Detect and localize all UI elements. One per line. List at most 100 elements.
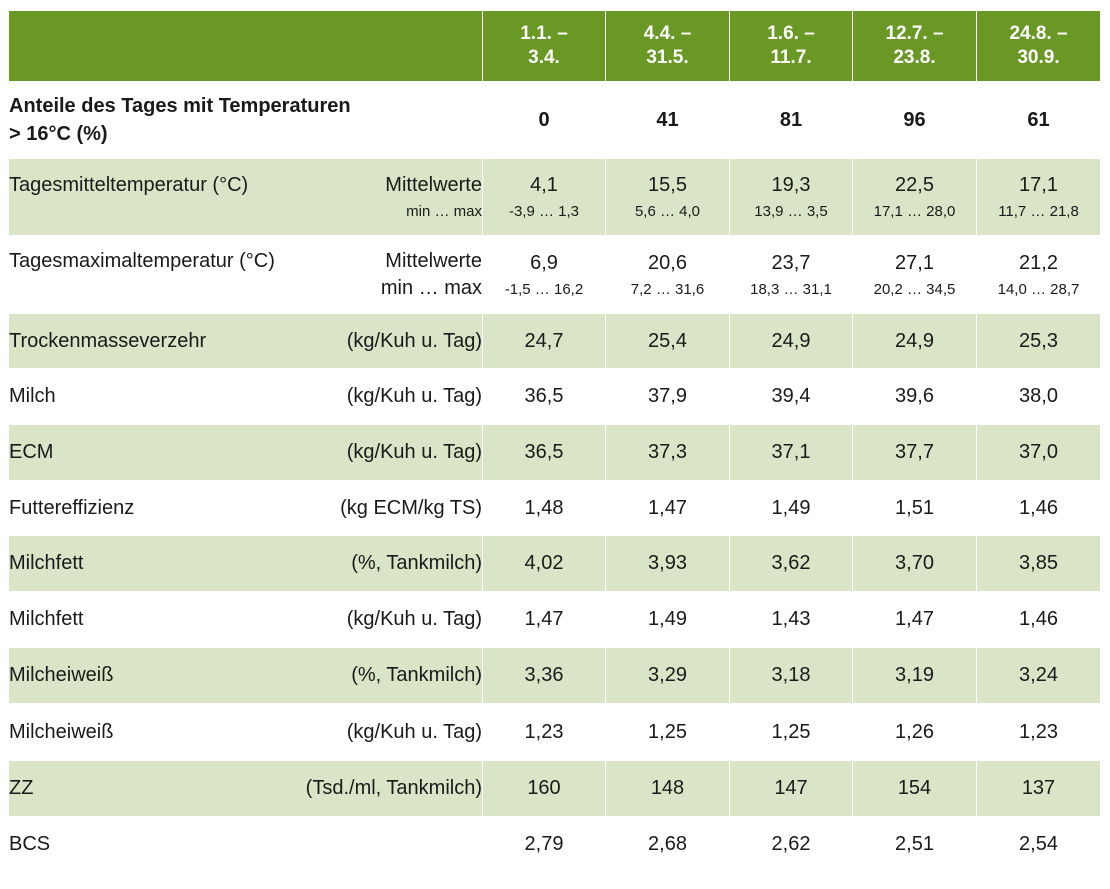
temp-max-unit2: min … max	[380, 276, 482, 299]
table-row: Futtereffizienz (kg ECM/kg TS) 1,48 1,47 1,4…	[8, 480, 1101, 536]
value-cell: 24,7	[482, 313, 606, 369]
value-cell: 1,47	[852, 591, 977, 648]
value-cell: 3,24	[976, 647, 1101, 704]
temp-max-row: Tagesmaximaltemperatur (°C) Mittelwerte …	[8, 235, 1101, 314]
temp-mean-unit2: min … max	[406, 203, 482, 220]
value-cell: 39,4	[729, 368, 853, 425]
header-row: 1.1. –3.4. 4.4. –31.5. 1.6. –11.7. 12.7.…	[8, 10, 1101, 82]
value-cell: 2,51	[852, 816, 977, 873]
value-cell: 1,23	[482, 703, 606, 761]
value-cell: 1,51	[852, 480, 977, 536]
value-cell: 1,46	[976, 480, 1101, 536]
value-cell: 137	[976, 760, 1101, 817]
value-cell: 2,68	[605, 816, 730, 873]
row-unit: (%, Tankmilch)	[351, 664, 482, 686]
row-label-cell: Milchfett (%, Tankmilch)	[8, 535, 483, 592]
value-cell: 24,9	[729, 313, 853, 369]
value-cell: 1,25	[729, 703, 853, 761]
row-unit: (Tsd./ml, Tankmilch)	[305, 777, 482, 799]
row-label-cell: Milch (kg/Kuh u. Tag)	[8, 368, 483, 425]
period-header: 4.4. –31.5.	[605, 10, 730, 82]
value-cell: 25,3	[976, 313, 1101, 369]
row-label: ZZ	[9, 777, 34, 799]
row-label-cell: Milcheiweiß (kg/Kuh u. Tag)	[8, 703, 483, 761]
row-unit: (kg/Kuh u. Tag)	[346, 385, 482, 407]
table-row: Milchfett (%, Tankmilch) 4,02 3,93 3,62 3,70 3…	[8, 535, 1101, 592]
value-cell: 3,93	[605, 535, 730, 592]
temp-mean-cell: 22,5 17,1 … 28,0	[852, 158, 977, 236]
value-cell: 160	[482, 760, 606, 817]
table-row: BCS 2,79 2,68 2,62 2,51 2,54	[8, 816, 1101, 873]
row-unit: (kg/Kuh u. Tag)	[346, 441, 482, 463]
row-label-cell: BCS	[8, 816, 483, 873]
value-cell: 1,49	[605, 591, 730, 648]
value-cell: 38,0	[976, 368, 1101, 425]
value-cell: 3,62	[729, 535, 853, 592]
temp-mean-row: Tagesmitteltemperatur (°C) Mittelwerte m…	[8, 158, 1101, 236]
value-cell: 37,3	[605, 424, 730, 481]
value-cell: 1,49	[729, 480, 853, 536]
share-row-label: Anteile des Tages mit Temperaturen > 16°C…	[8, 81, 483, 159]
value-cell: 147	[729, 760, 853, 817]
share-value: 0	[482, 81, 606, 159]
value-cell: 1,46	[976, 591, 1101, 648]
value-cell: 1,47	[605, 480, 730, 536]
row-label: ECM	[9, 441, 54, 463]
share-row: Anteile des Tages mit Temperaturen > 16°C…	[8, 81, 1101, 159]
temp-mean-cell: 19,3 13,9 … 3,5	[729, 158, 853, 236]
share-value: 41	[605, 81, 730, 159]
value-cell: 1,26	[852, 703, 977, 761]
temp-mean-label-cell: Tagesmitteltemperatur (°C) Mittelwerte m…	[8, 158, 483, 236]
row-label: Trockenmasseverzehr	[9, 329, 207, 352]
temp-max-cell: 21,2 14,0 … 28,7	[976, 235, 1101, 314]
value-cell: 3,85	[976, 535, 1101, 592]
row-label-cell: ZZ (Tsd./ml, Tankmilch)	[8, 760, 483, 817]
value-cell: 25,4	[605, 313, 730, 369]
value-cell: 37,1	[729, 424, 853, 481]
table-row: Milch (kg/Kuh u. Tag) 36,5 37,9 39,4 39,6 38,0	[8, 368, 1101, 425]
value-cell: 3,70	[852, 535, 977, 592]
value-cell: 2,62	[729, 816, 853, 873]
row-label: Milchfett	[9, 608, 84, 630]
row-unit: (kg ECM/kg TS)	[340, 496, 482, 519]
temp-max-label-cell: Tagesmaximaltemperatur (°C) Mittelwerte …	[8, 235, 483, 314]
value-cell: 36,5	[482, 368, 606, 425]
value-cell: 36,5	[482, 424, 606, 481]
value-cell: 3,18	[729, 647, 853, 704]
row-label: Milcheiweiß	[9, 720, 114, 743]
value-cell: 1,48	[482, 480, 606, 536]
row-label-cell: Milcheiweiß (%, Tankmilch)	[8, 647, 483, 704]
value-cell: 148	[605, 760, 730, 817]
value-cell: 4,02	[482, 535, 606, 592]
temp-max-cell: 6,9 -1,5 … 16,2	[482, 235, 606, 314]
temp-mean-unit1: Mittelwerte	[385, 174, 482, 196]
row-label-cell: Trockenmasseverzehr (kg/Kuh u. Tag)	[8, 313, 483, 369]
temp-mean-label: Tagesmitteltemperatur (°C)	[9, 174, 249, 196]
table-row: Trockenmasseverzehr (kg/Kuh u. Tag) 24,7 25…	[8, 313, 1101, 369]
period-header: 24.8. –30.9.	[976, 10, 1101, 82]
value-cell: 37,9	[605, 368, 730, 425]
share-value: 81	[729, 81, 853, 159]
temp-mean-cell: 15,5 5,6 … 4,0	[605, 158, 730, 236]
row-label: Milch	[9, 385, 56, 407]
value-cell: 3,36	[482, 647, 606, 704]
period-header: 12.7. –23.8.	[852, 10, 977, 82]
temp-max-unit1: Mittelwerte	[385, 249, 482, 272]
row-label-cell: ECM (kg/Kuh u. Tag)	[8, 424, 483, 481]
row-unit: (%, Tankmilch)	[351, 552, 482, 574]
row-label: Milchfett	[9, 552, 84, 574]
table-row: Milcheiweiß (kg/Kuh u. Tag) 1,23 1,25 1,25 1,…	[8, 703, 1101, 761]
period-header: 1.1. –3.4.	[482, 10, 606, 82]
value-cell: 39,6	[852, 368, 977, 425]
row-unit: (kg/Kuh u. Tag)	[346, 720, 482, 743]
value-cell: 3,29	[605, 647, 730, 704]
table-row: Milchfett (kg/Kuh u. Tag) 1,47 1,49 1,43 1,47…	[8, 591, 1101, 648]
value-cell: 37,7	[852, 424, 977, 481]
temp-max-label: Tagesmaximaltemperatur (°C)	[9, 249, 275, 272]
value-cell: 154	[852, 760, 977, 817]
row-unit: (kg/Kuh u. Tag)	[346, 608, 482, 630]
table-row: Milcheiweiß (%, Tankmilch) 3,36 3,29 3,18 3,1…	[8, 647, 1101, 704]
table-row: ZZ (Tsd./ml, Tankmilch) 160 148 147 154 137	[8, 760, 1101, 817]
data-table: 1.1. –3.4. 4.4. –31.5. 1.6. –11.7. 12.7.…	[8, 10, 1101, 873]
share-value: 96	[852, 81, 977, 159]
